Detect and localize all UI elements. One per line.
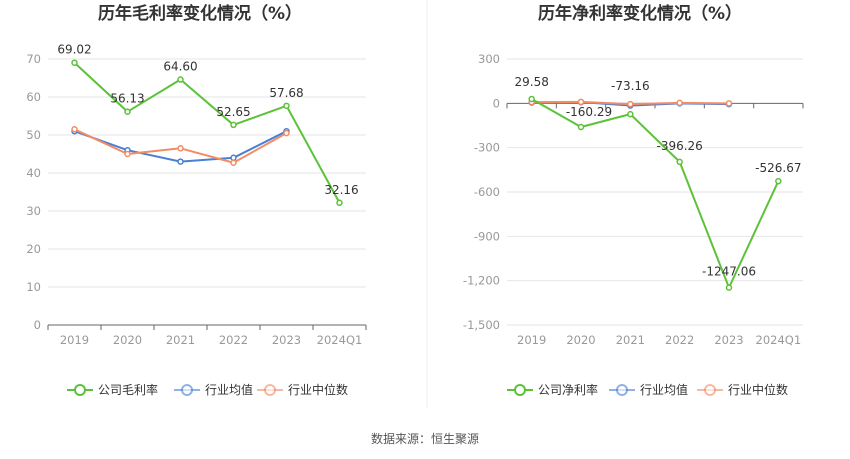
data-label: -526.67 — [755, 161, 801, 175]
x-tick-label: 2022 — [665, 333, 694, 347]
data-point-industry_median — [177, 145, 184, 152]
legend-label: 行业中位数 — [288, 382, 348, 397]
x-tick-label: 2024Q1 — [317, 333, 363, 347]
data-label: 57.68 — [269, 86, 303, 100]
data-label: 64.60 — [163, 60, 197, 74]
legend-marker — [181, 384, 193, 396]
y-tick-label: 10 — [26, 280, 41, 294]
data-point-company — [177, 76, 184, 83]
gross-margin-chart: 历年毛利率变化情况（%） 0 10 20 30 40 50 60 70 2019 2020 2021 2… — [26, 3, 367, 397]
data-point-company — [528, 95, 535, 103]
series-line-company — [531, 98, 780, 289]
legend-label: 公司净利率 — [538, 382, 598, 397]
data-point-company — [336, 199, 343, 207]
x-tick-label: 2020 — [113, 333, 142, 347]
y-tick-label: 50 — [26, 128, 41, 142]
x-tick-label: 2019 — [517, 333, 546, 347]
y-tick-label: -600 — [474, 185, 500, 199]
data-point-industry_median — [124, 150, 131, 158]
data-label: 56.13 — [110, 92, 144, 106]
y-tick-label: 0 — [34, 318, 41, 332]
legend-marker — [616, 384, 628, 396]
legend-marker — [514, 384, 526, 396]
data-point-industry_median — [725, 100, 733, 107]
x-tick-label: 2024Q1 — [756, 333, 802, 347]
data-point-industry_median — [71, 126, 78, 133]
data-point-company — [230, 121, 237, 129]
data-point-company — [283, 102, 290, 110]
legend-label: 行业中位数 — [728, 382, 788, 397]
legend-marker — [704, 384, 716, 396]
y-tick-label: 20 — [26, 242, 41, 256]
y-tick-label: -900 — [474, 229, 500, 243]
y-tick-label: 40 — [26, 166, 41, 180]
data-label: -73.16 — [611, 79, 650, 93]
data-label: -160.29 — [566, 105, 612, 119]
legend-marker — [264, 384, 276, 396]
data-point-company — [124, 108, 131, 115]
data-point-industry_avg — [177, 158, 184, 165]
y-tick-label: 70 — [26, 52, 41, 66]
y-tick-label: -300 — [474, 141, 500, 155]
data-label: -396.26 — [657, 139, 703, 153]
data-point-industry_median — [676, 99, 683, 107]
x-tick-label: 2019 — [60, 333, 89, 347]
source-note: 数据来源：恒生聚源 — [371, 431, 479, 446]
data-label: 69.02 — [57, 43, 91, 57]
x-tick-label: 2022 — [219, 333, 248, 347]
data-label: 52.65 — [216, 105, 250, 119]
y-tick-label: 300 — [478, 52, 500, 66]
net-margin-chart: 历年净利率变化情况（%） 300 0 -300 -600 -900 -1,200 -1,500… — [463, 3, 804, 397]
data-point-industry_median — [283, 129, 290, 137]
data-label: -1247.06 — [702, 265, 756, 279]
data-point-industry_median — [230, 159, 237, 166]
x-tick-label: 2021 — [616, 333, 645, 347]
chart-title: 历年毛利率变化情况（%） — [98, 3, 302, 24]
data-point-company — [775, 177, 782, 185]
x-tick-label: 2023 — [714, 333, 743, 347]
data-label: 32.16 — [324, 183, 358, 197]
y-tick-label: -1,200 — [463, 274, 500, 288]
legend-label: 行业均值 — [640, 382, 688, 397]
chart-title: 历年净利率变化情况（%） — [538, 3, 742, 24]
y-tick-label: 60 — [26, 90, 41, 104]
data-point-company — [627, 110, 634, 118]
series-line-company — [73, 61, 341, 204]
data-point-industry_median — [627, 100, 634, 108]
y-tick-label: 0 — [493, 96, 500, 110]
data-point-company — [577, 123, 585, 131]
x-tick-label: 2023 — [272, 333, 301, 347]
data-point-company — [725, 284, 733, 291]
y-tick-label: -1,500 — [463, 318, 500, 332]
data-label: 29.58 — [514, 75, 548, 89]
legend-marker — [74, 384, 86, 396]
x-tick-label: 2021 — [166, 333, 195, 347]
data-point-company — [676, 158, 683, 166]
y-tick-label: 30 — [26, 204, 41, 218]
data-point-company — [71, 59, 78, 66]
x-tick-label: 2020 — [566, 333, 595, 347]
legend-label: 行业均值 — [205, 382, 253, 397]
data-point-industry_median — [577, 98, 585, 106]
legend-label: 公司毛利率 — [98, 382, 158, 397]
